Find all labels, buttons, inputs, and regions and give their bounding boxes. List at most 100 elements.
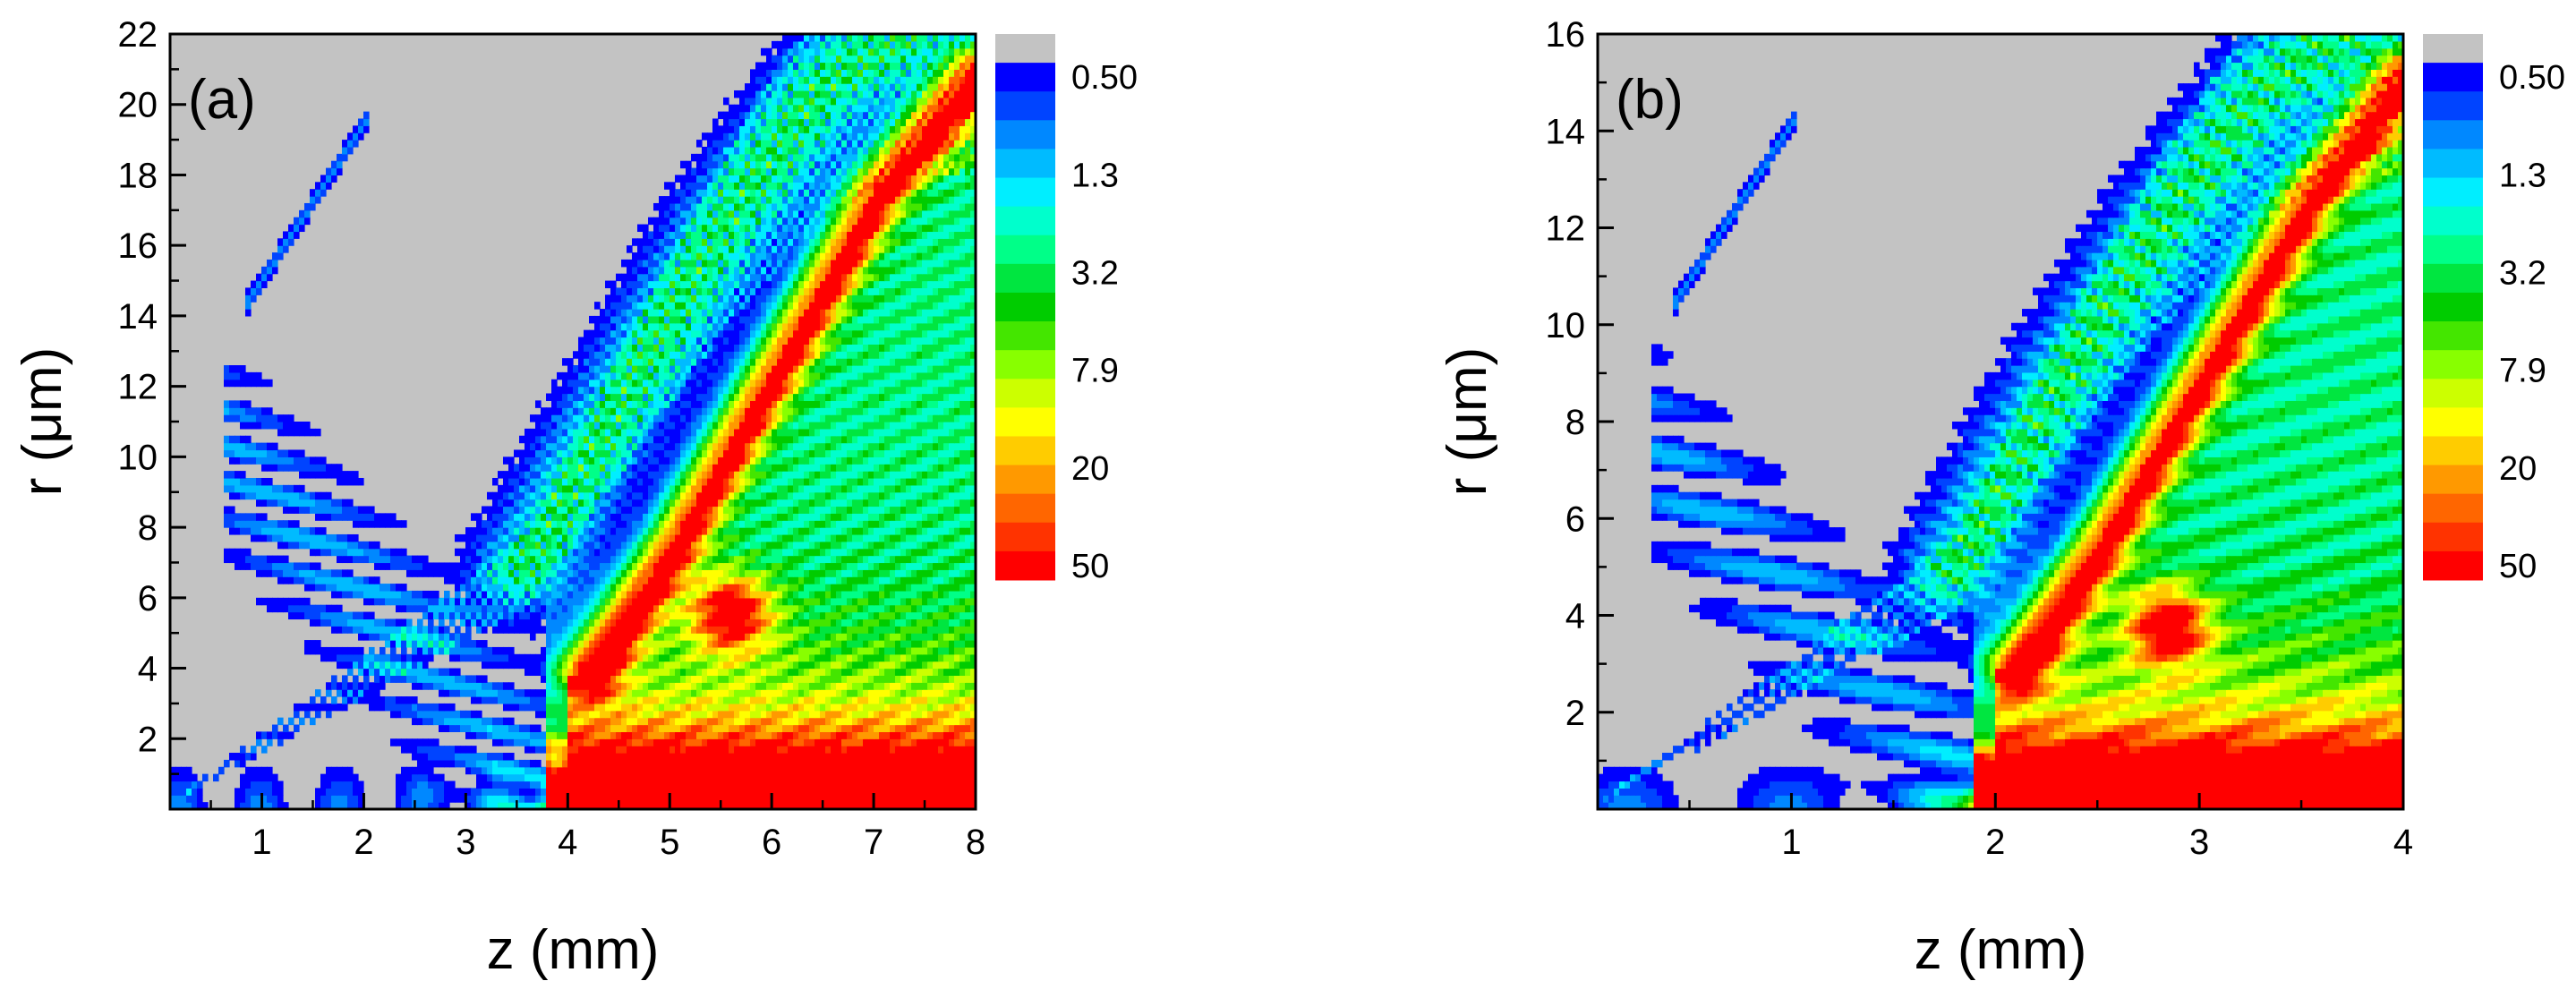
heatmap-cell	[385, 653, 391, 662]
heatmap-cell	[251, 795, 257, 803]
heatmap-cell	[911, 759, 917, 768]
heatmap-cell	[675, 731, 681, 739]
heatmap-cell	[589, 661, 595, 670]
heatmap-cell	[422, 753, 429, 761]
heatmap-cell	[546, 661, 552, 670]
heatmap-cell	[782, 576, 789, 584]
heatmap-cell	[541, 611, 547, 620]
heatmap-cell	[331, 696, 337, 704]
heatmap-cell	[734, 548, 740, 557]
heatmap-cell	[686, 626, 692, 634]
heatmap-cell	[476, 682, 482, 690]
heatmap-cell	[659, 717, 665, 726]
heatmap-cell	[401, 703, 407, 712]
heatmap-cell	[627, 633, 633, 641]
heatmap-cell	[240, 773, 246, 782]
heatmap-cell	[551, 640, 558, 648]
heatmap-cell	[600, 780, 606, 789]
heatmap-cell	[471, 795, 477, 803]
heatmap-cell	[412, 682, 418, 690]
heatmap-cell	[729, 520, 735, 528]
heatmap-cell	[503, 611, 509, 620]
heatmap-cell	[664, 759, 670, 768]
heatmap-cell	[444, 703, 450, 712]
heatmap-cell	[884, 604, 891, 613]
heatmap-cell	[653, 759, 660, 768]
heatmap-cell	[616, 646, 622, 655]
heatmap-cell	[347, 611, 354, 620]
heatmap-cell	[696, 548, 703, 557]
heatmap-cell	[331, 703, 337, 712]
heatmap-cell	[857, 646, 864, 655]
heatmap-cell	[820, 569, 826, 577]
heatmap-cell	[815, 738, 821, 746]
heatmap-cell	[949, 724, 955, 732]
heatmap-cell	[836, 766, 842, 775]
heatmap-cell	[879, 661, 885, 670]
heatmap-cell	[567, 611, 574, 620]
heatmap-cell	[680, 759, 687, 768]
heatmap-cell	[605, 766, 611, 775]
heatmap-cell	[664, 661, 670, 670]
heatmap-cell	[616, 555, 622, 564]
heatmap-cell	[353, 541, 359, 550]
heatmap-cell	[927, 527, 934, 535]
heatmap-cell	[970, 738, 976, 746]
heatmap-cell	[868, 604, 874, 613]
heatmap-cell	[766, 703, 772, 712]
heatmap-cell	[589, 710, 595, 719]
heatmap-cell	[960, 576, 966, 584]
heatmap-cell	[793, 675, 799, 683]
heatmap-cell	[508, 646, 515, 655]
heatmap-cell	[632, 738, 638, 746]
heatmap-cell	[815, 533, 821, 542]
heatmap-cell	[422, 802, 429, 809]
heatmap-cell	[347, 653, 354, 662]
heatmap-cell	[745, 548, 751, 557]
heatmap-cell	[884, 640, 891, 648]
heatmap-cell	[686, 569, 692, 577]
heatmap-cell	[884, 646, 891, 655]
heatmap-cell	[406, 604, 413, 613]
heatmap-cell	[460, 788, 466, 796]
heatmap-cell	[766, 533, 772, 542]
heatmap-cell	[761, 513, 767, 521]
heatmap-cell	[584, 717, 590, 726]
heatmap-cell	[331, 618, 337, 627]
heatmap-cell	[890, 611, 896, 620]
heatmap-cell	[809, 780, 815, 789]
heatmap-cell	[691, 724, 697, 732]
heatmap-cell	[235, 562, 241, 570]
heatmap-cell	[664, 746, 670, 754]
heatmap-cell	[304, 640, 311, 648]
heatmap-cell	[917, 584, 923, 592]
heatmap-cell	[761, 724, 767, 732]
heatmap-cell	[917, 618, 923, 627]
heatmap-cell	[175, 766, 182, 775]
heatmap-cell	[712, 506, 719, 514]
heatmap-cell	[546, 562, 552, 570]
heatmap-cell	[927, 724, 934, 732]
heatmap-cell	[847, 520, 853, 528]
heatmap-cell	[734, 626, 740, 634]
heatmap-cell	[648, 738, 654, 746]
heatmap-cell	[396, 548, 402, 557]
heatmap-cell	[465, 527, 472, 535]
heatmap-cell	[696, 506, 703, 514]
heatmap-cell	[841, 576, 848, 584]
heatmap-cell	[890, 576, 896, 584]
heatmap-cell	[820, 661, 826, 670]
heatmap-cell	[712, 548, 719, 557]
heatmap-cell	[492, 738, 499, 746]
heatmap-cell	[353, 611, 359, 620]
heatmap-cell	[401, 795, 407, 803]
heatmap-cell	[353, 506, 359, 514]
heatmap-cell	[465, 646, 472, 655]
heatmap-cell	[465, 633, 472, 641]
heatmap-cell	[712, 746, 719, 754]
heatmap-cell	[707, 661, 713, 670]
heatmap-cell	[363, 555, 370, 564]
heatmap-cell	[256, 738, 262, 746]
heatmap-cell	[788, 675, 794, 683]
heatmap-cell	[401, 633, 407, 641]
